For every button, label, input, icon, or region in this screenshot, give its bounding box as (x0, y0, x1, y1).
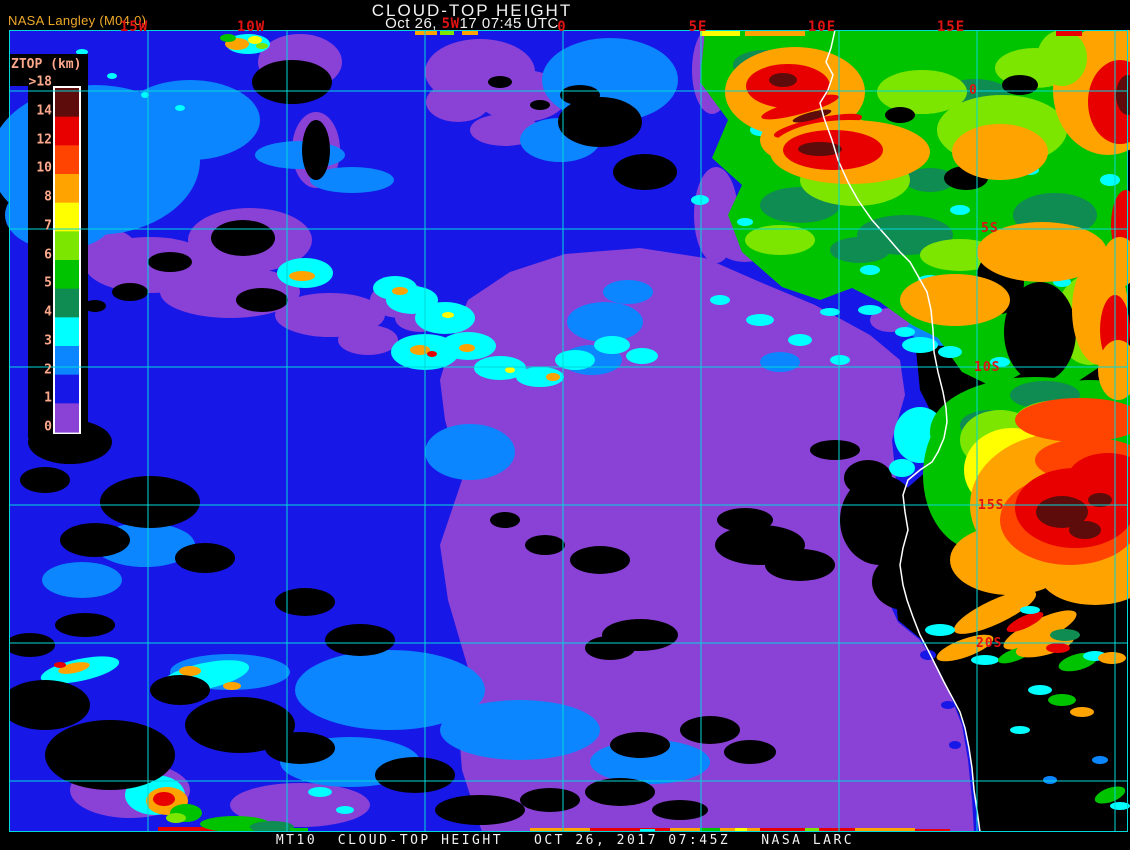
cloud-top-height-map (0, 30, 1130, 832)
timestamp: Oct 26, 5W17 07:45 UTC (292, 15, 652, 32)
header-bar: NASA Langley (M04.0) CLOUD-TOP HEIGHT Oc… (0, 0, 1130, 32)
timestamp-left: Oct 26, (385, 15, 442, 32)
timestamp-right: 17 07:45 UTC (459, 15, 559, 32)
footer-bar: MT10 CLOUD-TOP HEIGHT OCT 26, 2017 07:45… (0, 832, 1130, 850)
page-title: CLOUD-TOP HEIGHT (371, 1, 573, 20)
lon-label-5W: 5W (441, 16, 460, 32)
source-label: NASA Langley (M04.0) (8, 13, 147, 28)
